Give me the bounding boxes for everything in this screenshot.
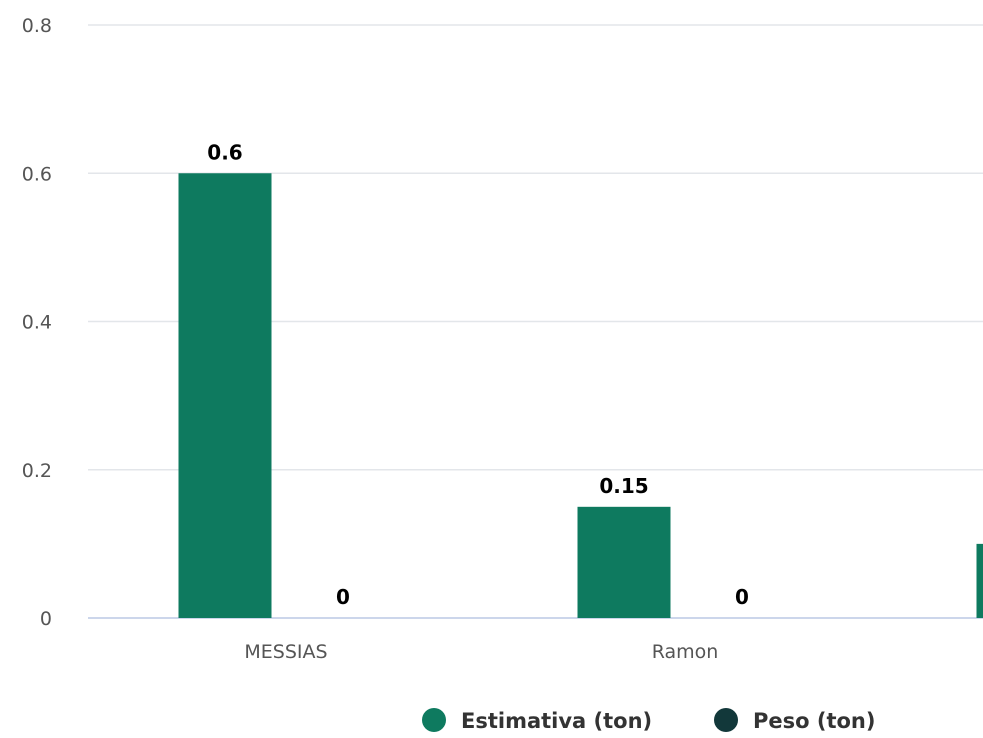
y-axis-tick-labels: 0 0.2 0.4 0.6 0.8	[22, 15, 52, 630]
x-axis-category-labels: MESSIAS Ramon	[244, 641, 718, 663]
legend-label: Estimativa (ton)	[461, 709, 652, 733]
x-category-label: Ramon	[652, 641, 719, 663]
bar-estimativa-0[interactable]	[178, 173, 272, 618]
bar-estimativa-1[interactable]	[577, 506, 671, 618]
y-tick-label: 0	[40, 608, 52, 630]
bar-estimativa-2[interactable]	[976, 543, 983, 618]
legend[interactable]: Estimativa (ton) Peso (ton)	[422, 708, 875, 733]
data-label: 0.15	[599, 474, 648, 498]
data-label: 0.6	[207, 140, 242, 164]
y-tick-label: 0.8	[22, 15, 52, 37]
data-label: 0	[336, 585, 350, 609]
legend-label: Peso (ton)	[753, 709, 875, 733]
legend-marker	[714, 708, 738, 732]
legend-marker	[422, 708, 446, 732]
x-category-label: MESSIAS	[244, 641, 327, 663]
y-tick-label: 0.2	[22, 460, 52, 482]
legend-item-estimativa[interactable]: Estimativa (ton)	[422, 708, 652, 733]
bars	[178, 173, 983, 618]
y-tick-label: 0.6	[22, 163, 52, 185]
data-label: 0	[735, 585, 749, 609]
legend-item-peso[interactable]: Peso (ton)	[714, 708, 875, 733]
data-labels: 0.6 0 0.15 0	[207, 140, 749, 609]
y-tick-label: 0.4	[22, 312, 52, 334]
